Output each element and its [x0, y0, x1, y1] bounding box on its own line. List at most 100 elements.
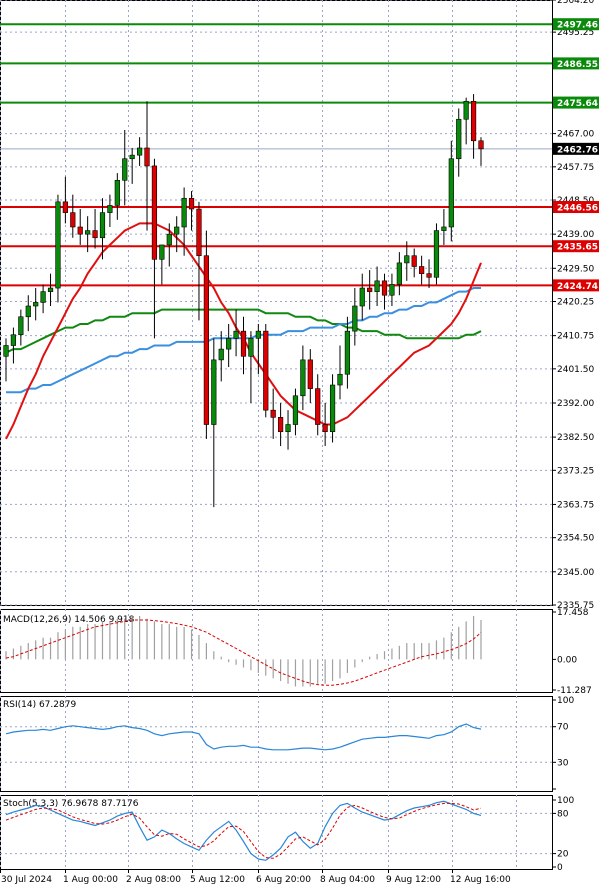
candle-body: [374, 280, 380, 292]
rsi-line: [5, 723, 482, 751]
candle-body: [478, 140, 484, 150]
candle-body: [218, 348, 224, 361]
candle-body: [263, 330, 269, 411]
candle-body: [367, 287, 373, 292]
y-tick-label: 2354.50: [557, 534, 594, 544]
price-tag: [553, 279, 599, 292]
price-tag: [553, 240, 599, 253]
candle-body: [226, 338, 232, 350]
price-tag: [553, 142, 599, 155]
candle-body: [359, 287, 365, 307]
ma-green-line: [5, 308, 482, 354]
candle-body: [389, 284, 395, 296]
y-tick-label: -11.287: [557, 686, 592, 696]
price-tag: [553, 96, 599, 109]
candle-body: [129, 154, 135, 160]
candle-body: [285, 424, 291, 433]
y-tick-label: 30: [557, 758, 569, 768]
candle-body: [441, 226, 447, 231]
candle-body: [211, 359, 217, 425]
y-tick-label: 2495.25: [557, 28, 594, 38]
candle-body: [70, 212, 76, 228]
price-tag-label: 2462.76: [557, 145, 598, 155]
candle-body: [270, 409, 276, 418]
rsi-label: RSI(14) 67.2879: [3, 700, 76, 710]
candle-body: [25, 305, 31, 318]
y-tick-label: 2439.00: [557, 230, 594, 240]
y-tick-label: 70: [557, 723, 569, 733]
candle-body: [107, 205, 113, 213]
y-tick-label: 2335.75: [557, 601, 594, 611]
candle-body: [411, 255, 417, 267]
price-panel: 2504.202495.252467.002457.752448.502439.…: [0, 0, 599, 611]
candle-body: [329, 384, 336, 433]
candle-body: [33, 302, 39, 307]
candle-body: [419, 266, 425, 274]
candle-body: [381, 280, 388, 296]
y-tick-label: 2457.75: [557, 163, 594, 173]
y-tick-label: 80: [557, 809, 569, 819]
x-tick-label: 2 Aug 08:00: [126, 875, 181, 885]
stoch-label: Stoch(5,3,3) 76.9678 87.7176: [3, 799, 139, 809]
candle-body: [307, 359, 313, 389]
candle-body: [196, 208, 202, 257]
price-tag-label: 2446.56: [557, 204, 598, 214]
candle-body: [463, 100, 469, 120]
y-tick-label: 0.00: [557, 655, 577, 665]
candle-body: [62, 201, 68, 213]
panel-border: [0, 696, 553, 792]
x-tick-label: 30 Jul 2024: [1, 875, 52, 885]
candle-body: [292, 395, 299, 425]
candle-body: [144, 147, 150, 167]
candle-body: [315, 388, 321, 425]
x-tick-label: 8 Aug 04:00: [320, 875, 375, 885]
y-tick-label: 0: [557, 863, 563, 873]
candle-body: [77, 226, 83, 235]
x-tick-label: 9 Aug 12:00: [386, 875, 441, 885]
candle-body: [396, 262, 402, 285]
y-tick-label: 2504.20: [557, 0, 594, 6]
candle-body: [159, 244, 165, 260]
price-tag-label: 2497.46: [557, 21, 598, 31]
y-tick-label: 2345.00: [557, 568, 594, 578]
stoch-panel: Stoch(5,3,3) 76.9678 87.7176 100 80 20 0: [0, 796, 574, 873]
macd-signal-line: [5, 619, 482, 686]
y-tick-label: 2373.25: [557, 466, 594, 476]
candle-body: [136, 147, 143, 156]
price-tag-label: 2486.55: [557, 60, 598, 70]
candle-body: [240, 330, 247, 357]
y-tick-label: 2410.75: [557, 332, 594, 342]
candle-body: [122, 158, 128, 181]
candle-body: [404, 255, 410, 264]
candle-body: [10, 334, 17, 346]
candle-body: [448, 158, 454, 228]
candle-body: [344, 330, 351, 375]
y-tick-label: 2392.00: [557, 399, 594, 409]
candle-body: [174, 226, 180, 235]
y-tick-label: 20: [557, 850, 569, 860]
candle-body: [99, 212, 106, 239]
panel-border: [0, 0, 553, 606]
y-tick-label: 17.458: [557, 608, 589, 618]
candle-body: [300, 359, 306, 397]
macd-panel: MACD(12,26,9) 14.506 9.918 17.458 0.00 -11…: [3, 608, 592, 696]
y-tick-label: 2429.50: [557, 264, 594, 274]
x-axis: 30 Jul 2024 1 Aug 00:00 2 Aug 08:00 5 Aug 1…: [0, 869, 511, 885]
candle-body: [151, 165, 158, 260]
y-tick-label: 2401.50: [557, 365, 594, 375]
candle-body: [433, 230, 440, 278]
y-tick-label: 100: [557, 796, 574, 806]
price-tag: [553, 57, 599, 70]
candle-body: [85, 230, 91, 235]
candle-body: [188, 197, 195, 210]
stoch-k-line: [5, 800, 482, 861]
y-tick-label: 2363.75: [557, 500, 594, 510]
candle-body: [278, 417, 284, 433]
candle-body: [114, 179, 120, 206]
x-tick-label: 6 Aug 20:00: [256, 875, 311, 885]
candle-body: [47, 287, 54, 292]
candle-body: [352, 305, 358, 332]
candle-body: [233, 330, 239, 339]
candle-body: [92, 230, 98, 239]
candle-body: [181, 197, 187, 228]
